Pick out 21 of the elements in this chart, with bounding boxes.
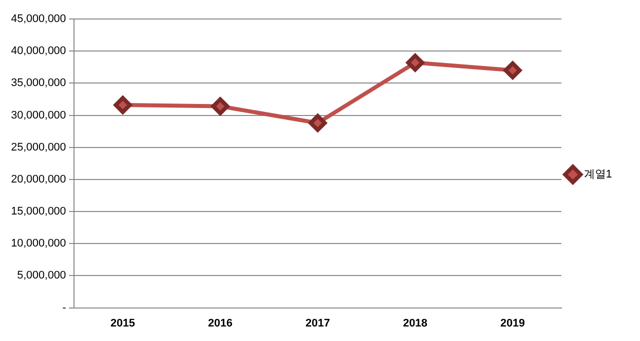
y-tick-label: 35,000,000 [10,77,66,90]
x-tick-label: 2016 [208,317,232,330]
x-tick-label: 2018 [402,317,428,330]
y-tick-label: 15,000,000 [10,206,66,218]
legend-label: 계열1 [584,168,612,181]
y-tick-label: - [62,302,66,314]
point [406,54,424,72]
point [308,114,327,132]
y-tick-label: 5,000,000 [17,270,66,282]
point [504,61,522,80]
x-tick-label: 2017 [305,317,330,330]
y-tick-label: 25,000,000 [10,141,66,154]
y-tick-label: 30,000,000 [10,109,66,122]
y-tick-label: 45,000,000 [10,13,66,26]
y-tick-label: 20,000,000 [10,173,66,186]
x-tick-label: 2019 [500,317,525,330]
y-tick-label: 10,000,000 [10,238,66,250]
y-tick-label: 40,000,000 [10,45,66,58]
x-tick-label: 2015 [110,317,136,330]
point [114,96,132,114]
point [211,97,230,116]
